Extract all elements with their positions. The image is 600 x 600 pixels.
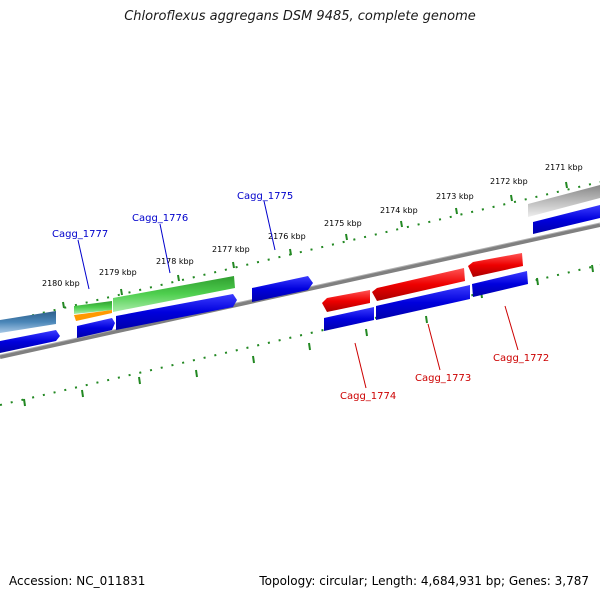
cds-green-small — [74, 301, 112, 314]
scale-label: 2175 kbp — [324, 219, 362, 228]
length-label: Length: — [371, 574, 418, 588]
gene-label-cagg-1776: Cagg_1776 — [132, 213, 188, 224]
scale-label: 2176 kbp — [268, 232, 306, 241]
gene-label-cagg-1775: Cagg_1775 — [237, 191, 293, 202]
scale-ring-outer — [0, 181, 600, 324]
stats-separator: ; — [363, 574, 372, 588]
topology-value: circular — [319, 574, 364, 588]
cds-blue-1777 — [77, 318, 115, 338]
cds-blue-rev-3 — [472, 271, 528, 297]
forward-gene-leaders — [77, 200, 276, 290]
major-ticks-inner — [23, 264, 594, 407]
map-title: Chloroflexus aggregans DSM 9485, complet… — [124, 9, 476, 24]
genes-label: Genes: — [508, 574, 551, 588]
gene-label-cagg-1774: Cagg_1774 — [340, 391, 396, 402]
cds-gray — [528, 185, 600, 217]
scale-label: 2174 kbp — [380, 206, 418, 215]
scale-label: 2179 kbp — [99, 268, 137, 277]
scale-label: 2180 kbp — [42, 279, 80, 288]
scale-label: 2177 kbp — [212, 245, 250, 254]
cds-red-1774 — [322, 290, 370, 312]
stats-separator: ; — [500, 574, 509, 588]
cds-green-1776 — [113, 276, 235, 312]
cds-blue-rev-1 — [324, 307, 374, 331]
scale-label: 2173 kbp — [436, 192, 474, 201]
gene-label-cagg-1772: Cagg_1772 — [493, 353, 549, 364]
cds-blue-1775 — [252, 276, 313, 302]
cds-steel — [0, 311, 56, 333]
genome-stats: Topology: circular; Length: 4,684,931 bp… — [259, 574, 589, 588]
gene-label-cagg-1773: Cagg_1773 — [415, 373, 471, 384]
genes-value: 3,787 — [554, 574, 589, 588]
cds-red-1773 — [372, 268, 465, 301]
cds-red-1772 — [468, 253, 523, 277]
accession-value: NC_011831 — [76, 574, 146, 588]
cds-blue-right — [533, 205, 600, 234]
scale-label: 2171 kbp — [545, 163, 583, 172]
cds-blue-left — [0, 330, 60, 353]
scale-label: 2172 kbp — [490, 177, 528, 186]
gene-label-cagg-1777: Cagg_1777 — [52, 229, 108, 240]
cds-blue-rev-2 — [376, 285, 470, 320]
cds-blue-1776 — [116, 294, 237, 330]
length-value: 4,684,931 bp — [420, 574, 501, 588]
cds-orange — [74, 310, 112, 321]
topology-label: Topology: — [259, 574, 316, 588]
major-ticks-outer — [62, 181, 568, 309]
accession-label: Accession: — [9, 574, 73, 588]
scale-label: 2178 kbp — [156, 257, 194, 266]
reverse-gene-leaders — [354, 305, 519, 389]
accession-info: Accession: NC_011831 — [9, 574, 145, 588]
